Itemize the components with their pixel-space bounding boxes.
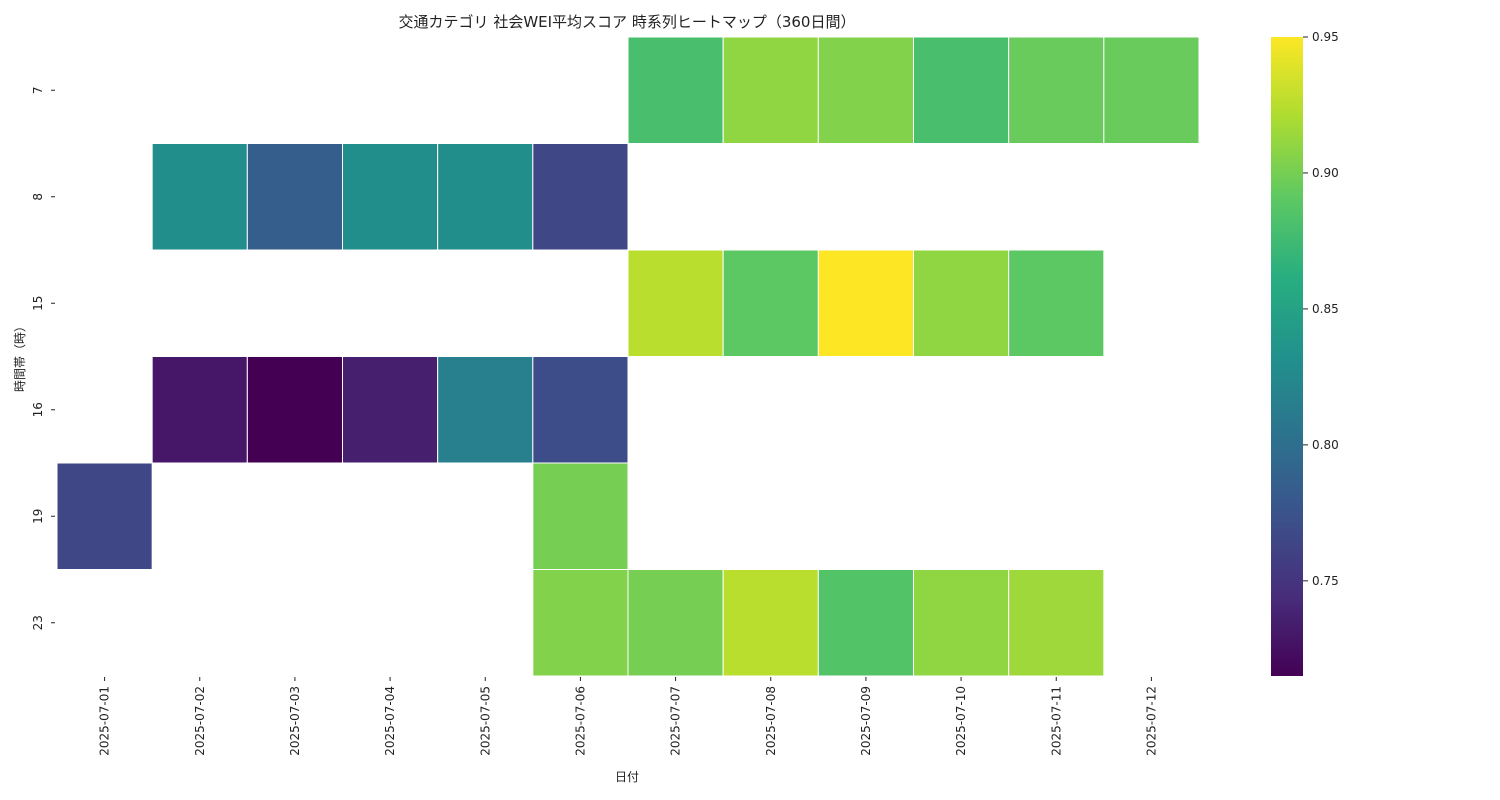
colorbar-tick-label: 0.90: [1312, 166, 1339, 180]
heatmap-cells: [56, 36, 1200, 677]
x-tick-label: 2025-07-09: [859, 686, 873, 756]
y-tick-label: 19: [31, 509, 45, 524]
colorbar-gradient: [1271, 37, 1303, 676]
heatmap-cell: [437, 356, 534, 464]
heatmap-cell: [151, 143, 248, 251]
colorbar-tick-label: 0.80: [1312, 438, 1339, 452]
heatmap-cell: [1008, 249, 1105, 357]
x-tick-label: 2025-07-04: [383, 686, 397, 756]
x-tick-label: 2025-07-03: [288, 686, 302, 756]
heatmap-cell: [817, 36, 914, 144]
heatmap-cell: [913, 249, 1010, 357]
y-tick-label: 7: [31, 86, 45, 94]
heatmap-cell: [1008, 36, 1105, 144]
heatmap-cell: [627, 249, 724, 357]
x-axis: 2025-07-01 2025-07-02 2025-07-03 2025-07-04…: [98, 677, 1158, 756]
x-tick-label: 2025-07-10: [954, 686, 968, 756]
y-tick-label: 8: [31, 193, 45, 201]
x-axis-label: 日付: [615, 770, 639, 784]
heatmap-cell: [817, 249, 914, 357]
x-tick-label: 2025-07-02: [193, 686, 207, 756]
heatmap-cell: [246, 356, 343, 464]
heatmap-cell: [532, 462, 629, 570]
x-tick-label: 2025-07-06: [573, 686, 587, 756]
y-axis-label: 時間帯（時）: [13, 320, 27, 392]
heatmap-cell: [1103, 36, 1200, 144]
heatmap-cell: [246, 143, 343, 251]
colorbar-tick-label: 0.75: [1312, 574, 1339, 588]
heatmap-cell: [1008, 569, 1105, 677]
heatmap-cell: [532, 143, 629, 251]
heatmap-cell: [627, 36, 724, 144]
heatmap-cell: [913, 569, 1010, 677]
y-tick-label: 15: [31, 296, 45, 311]
heatmap-cell: [151, 356, 248, 464]
x-tick-label: 2025-07-05: [478, 686, 492, 756]
heatmap-cell: [532, 569, 629, 677]
heatmap-cell: [56, 462, 153, 570]
x-tick-label: 2025-07-07: [669, 686, 683, 756]
colorbar: [1271, 37, 1303, 676]
heatmap-cell: [722, 36, 819, 144]
y-axis: 7 8 15 16 19 23: [31, 86, 55, 630]
x-tick-label: 2025-07-12: [1144, 686, 1158, 756]
heatmap-cell: [817, 569, 914, 677]
x-tick-label: 2025-07-08: [764, 686, 778, 756]
heatmap-cell: [913, 36, 1010, 144]
heatmap-cell: [532, 356, 629, 464]
colorbar-tick-label: 0.95: [1312, 30, 1339, 44]
y-tick-label: 16: [31, 402, 45, 417]
heatmap-cell: [342, 143, 439, 251]
colorbar-ticks: 0.75 0.80 0.85 0.90 0.95: [1303, 30, 1339, 588]
chart-title: 交通カテゴリ 社会WEI平均スコア 時系列ヒートマップ（360日間）: [399, 13, 856, 31]
heatmap-cell: [437, 143, 534, 251]
heatmap-cell: [722, 249, 819, 357]
heatmap-cell: [722, 569, 819, 677]
colorbar-tick-label: 0.85: [1312, 302, 1339, 316]
x-tick-label: 2025-07-11: [1049, 686, 1063, 756]
heatmap-cell: [342, 356, 439, 464]
x-tick-label: 2025-07-01: [98, 686, 112, 756]
heatmap-cell: [627, 569, 724, 677]
y-tick-label: 23: [31, 615, 45, 630]
